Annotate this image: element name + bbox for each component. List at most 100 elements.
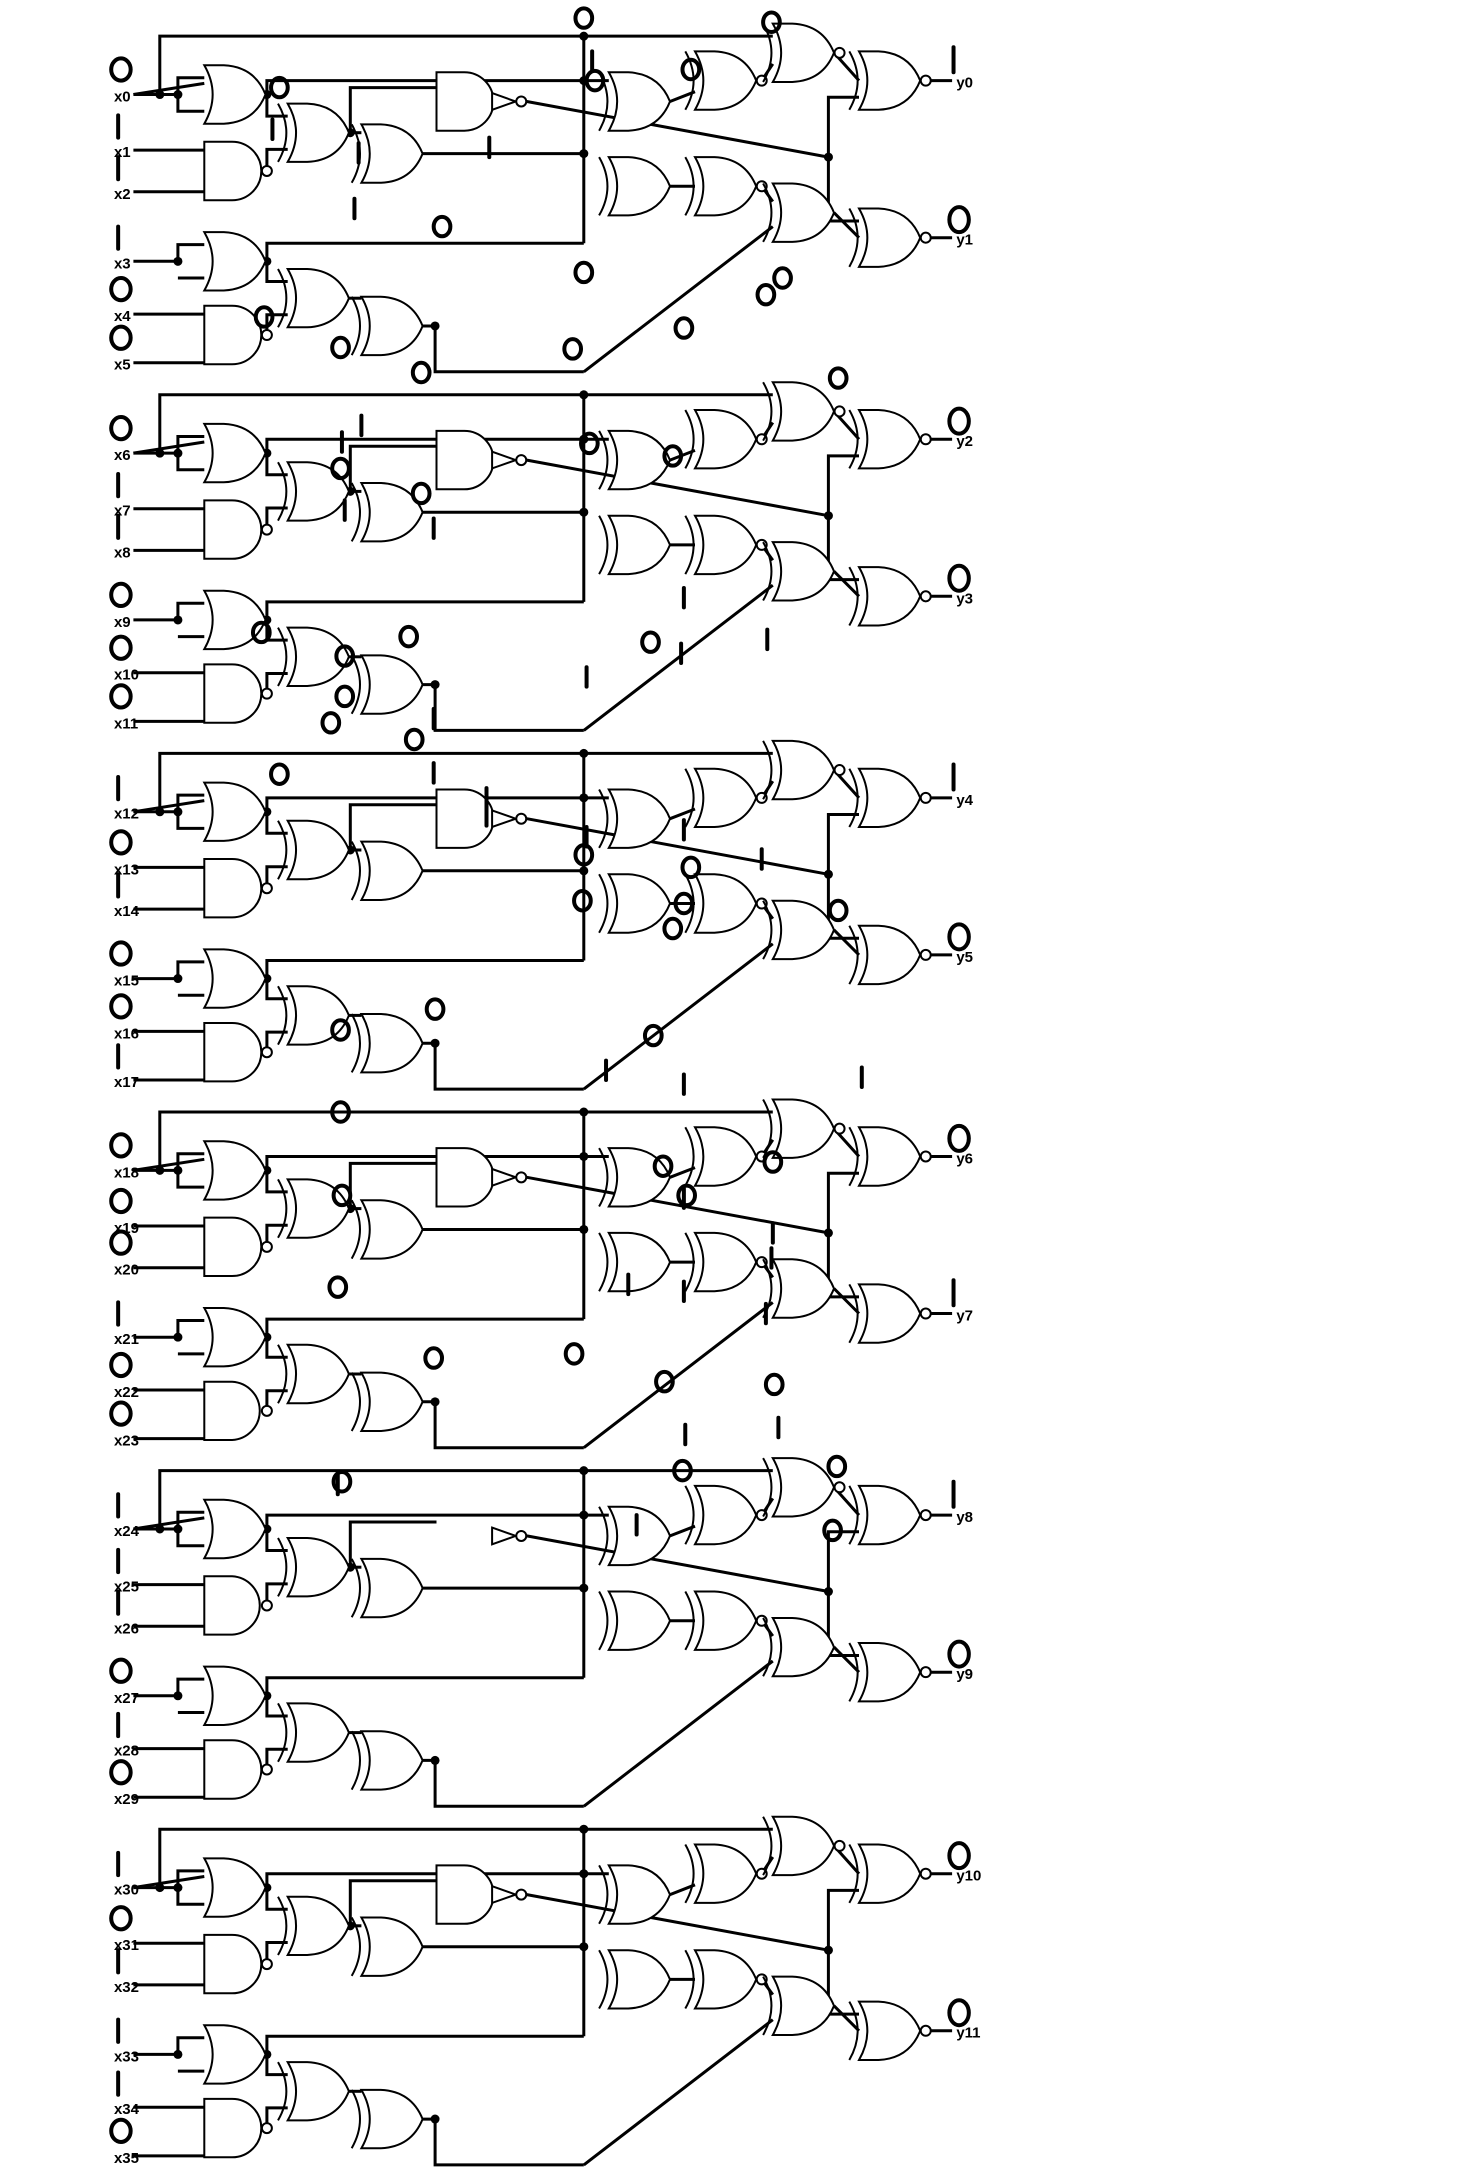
junction-dot — [823, 152, 833, 162]
xor-curve — [684, 515, 695, 575]
inversion-bubble — [260, 1046, 273, 1059]
inversion-bubble — [919, 74, 932, 87]
wire — [582, 942, 774, 1091]
junction-dot — [173, 1883, 183, 1893]
or-gate-input — [202, 1140, 267, 1201]
xor-gate-output-a — [607, 1231, 672, 1293]
junction-dot — [579, 1583, 589, 1593]
xor-gate-stage2 — [285, 1343, 350, 1405]
mark-o — [640, 630, 661, 654]
mark-o — [269, 762, 290, 786]
junction-dot — [173, 1165, 183, 1175]
wire — [265, 959, 584, 979]
wire — [265, 1747, 288, 1770]
xnor-gate-output — [693, 873, 758, 934]
input-label-x18: x18 — [114, 1164, 139, 1181]
xor-curve — [848, 1126, 859, 1187]
mark-o — [253, 305, 275, 329]
input-label-x4: x4 — [114, 308, 131, 325]
wire — [133, 1319, 205, 1339]
wire — [832, 1287, 861, 1315]
xnor-gate-output — [693, 1231, 758, 1293]
xor-gate-stage2 — [285, 102, 350, 163]
mark-o — [109, 56, 133, 83]
wire — [176, 1887, 205, 1906]
input-label-x32: x32 — [114, 1979, 139, 1996]
xor-gate-output-a — [607, 1949, 672, 2010]
inversion-bubble — [919, 1867, 932, 1880]
xor-gate-stage2 — [285, 1702, 350, 1763]
wire — [582, 2018, 774, 2167]
or-gate-input — [202, 1665, 267, 1726]
xor-curve — [598, 430, 609, 490]
xor-curve — [684, 1844, 695, 1904]
mark-o — [109, 276, 133, 303]
xor-curve — [350, 296, 361, 356]
wire — [422, 1041, 584, 1091]
mark-o — [826, 1454, 848, 1479]
output-label-y5: y5 — [956, 949, 973, 966]
wire — [826, 1171, 859, 1233]
junction-dot — [173, 2049, 183, 2059]
xor-curve — [277, 103, 288, 163]
junction-dot — [579, 1224, 589, 1234]
inversion-bubble — [919, 231, 932, 244]
nand-gate-input — [203, 1933, 263, 1995]
mark-o — [320, 711, 342, 735]
annotation-marks — [109, 6, 971, 2144]
wire — [348, 1879, 437, 1926]
output-label-y6: y6 — [956, 1150, 973, 1167]
input-label-x26: x26 — [114, 1620, 139, 1637]
xor-curve — [598, 1864, 609, 1925]
or-gate-input — [202, 2024, 267, 2085]
inversion-bubble — [260, 1240, 273, 1253]
xor-curve — [848, 409, 859, 469]
mark-o — [109, 415, 133, 442]
xor-gate-output-a — [607, 1505, 672, 1567]
xor-gate-stage3 — [359, 1199, 424, 1260]
xor-gate-output-a — [607, 788, 672, 849]
xor-gate-output — [771, 182, 836, 243]
mark-o — [642, 1023, 664, 1048]
xor-curve — [598, 1506, 609, 1566]
wire — [158, 1110, 584, 1171]
xnor-gate-final — [857, 1283, 922, 1344]
wire — [265, 506, 288, 530]
xor-curve — [350, 654, 361, 715]
mark-o — [109, 940, 133, 967]
mark-o — [327, 1275, 349, 1299]
xor-curve — [848, 1642, 859, 1702]
buffer-triangle — [491, 91, 519, 112]
mark-o — [331, 1183, 353, 1208]
inversion-bubble — [260, 882, 273, 895]
xor-curve — [277, 1702, 288, 1763]
xor-curve — [762, 740, 773, 800]
mark-o — [673, 891, 695, 916]
inversion-bubble — [515, 1171, 528, 1184]
input-label-x25: x25 — [114, 1579, 139, 1596]
wire — [348, 1520, 437, 1568]
xnor-gate-output — [771, 1815, 836, 1877]
junction-dot — [579, 866, 589, 876]
nand-gate-input — [203, 1380, 261, 1441]
wire — [669, 1524, 696, 1538]
xor-curve — [684, 1485, 695, 1545]
xor-curve — [762, 1976, 773, 2036]
wire — [265, 147, 288, 171]
wire — [133, 2036, 205, 2056]
input-label-x34: x34 — [114, 2101, 140, 2118]
input-label-x0: x0 — [114, 88, 131, 105]
xor-gate-stage3 — [359, 654, 424, 715]
junction-dot — [579, 507, 589, 517]
mark-o — [680, 855, 702, 880]
xor-curve — [848, 768, 859, 828]
mark-o — [109, 634, 133, 661]
wire — [582, 1659, 774, 1808]
mark-o — [947, 1998, 971, 2028]
input-label-x19: x19 — [114, 1220, 139, 1237]
xor-gate-output — [771, 541, 836, 602]
input-label-x20: x20 — [114, 1262, 139, 1279]
mark-o — [109, 1400, 133, 1427]
or-gate-input — [202, 589, 267, 651]
